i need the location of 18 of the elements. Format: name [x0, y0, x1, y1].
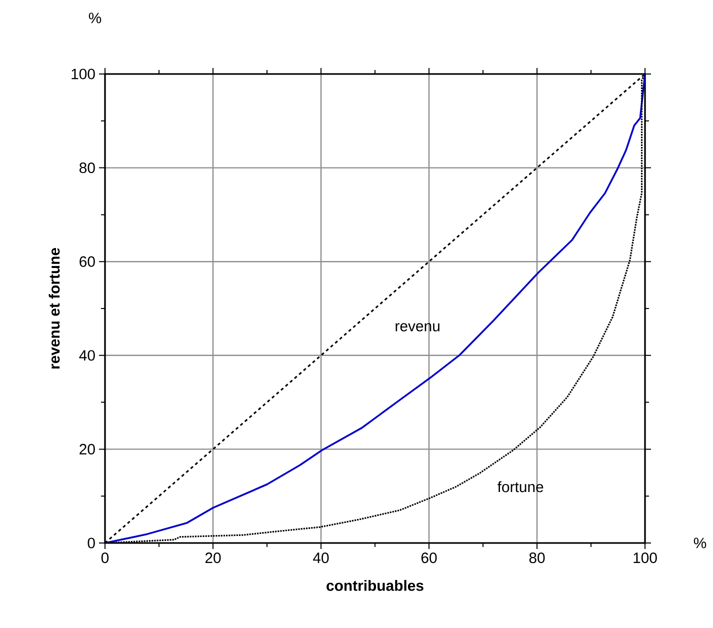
series-label: fortune — [498, 481, 544, 492]
y-tick-label: 60 — [80, 256, 95, 267]
text: % — [694, 538, 706, 548]
y-tick-label: 100 — [72, 68, 95, 80]
y-axis-title: revenu et fortune — [48, 248, 60, 369]
text: % — [88, 12, 102, 24]
y-tick-label: 20 — [80, 444, 95, 454]
x-tick-label: 0 — [101, 552, 109, 564]
x-axis-title: contribuables — [326, 580, 424, 591]
y-tick-label: 80 — [80, 162, 95, 174]
y-tick-label: 40 — [79, 350, 95, 361]
text: revenu — [396, 323, 440, 332]
y-tick-label: 0 — [88, 538, 95, 548]
x-tick-label: 60 — [421, 552, 437, 564]
x-tick-label: 80 — [529, 552, 545, 564]
x-tick-label: 100 — [634, 552, 657, 564]
x-tick-label: 40 — [313, 552, 329, 564]
x-tick-label: 20 — [205, 552, 221, 564]
